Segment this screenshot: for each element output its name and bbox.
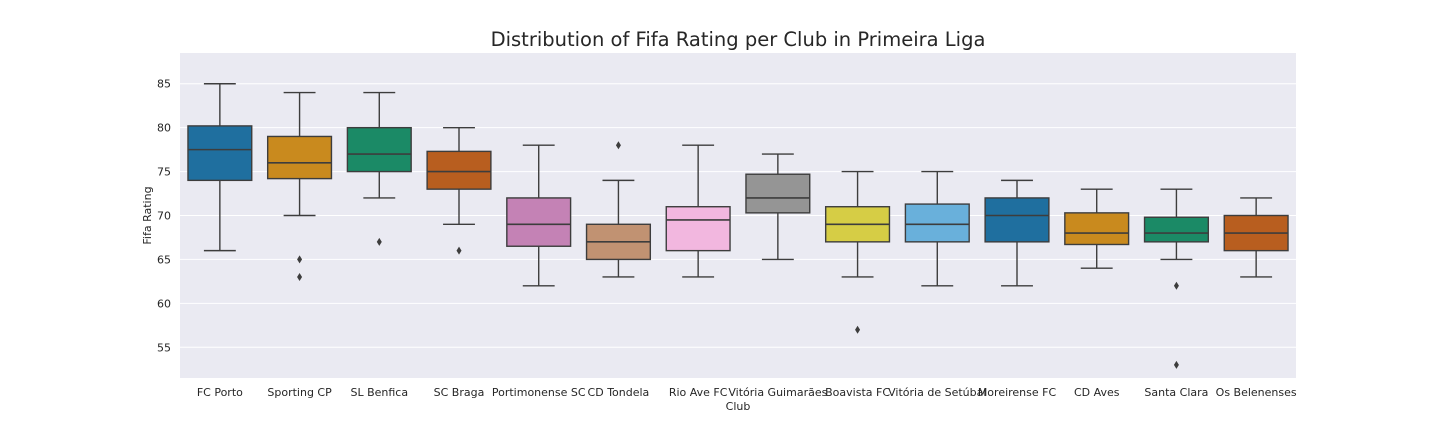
boxes-layer: [187, 83, 1289, 369]
x-axis-label: Club: [726, 400, 751, 413]
iqr-box: [506, 197, 572, 247]
box-sl-benfica: [346, 91, 412, 246]
x-tick-label: Boavista FC: [825, 386, 890, 399]
box-os-belenenses: [1223, 197, 1289, 278]
x-tick-label: CD Aves: [1074, 386, 1120, 399]
outlier-point: [615, 141, 621, 150]
box-sc-braga: [426, 126, 492, 255]
box-cd-tondela: [585, 141, 652, 278]
iqr-box: [904, 203, 970, 243]
box-santa-clara: [1143, 188, 1210, 369]
iqr-box: [187, 125, 253, 182]
outlier-point: [297, 272, 303, 281]
y-axis-label: Fifa Rating: [141, 186, 154, 244]
x-axis: FC Porto Sporting CP SL Benfica SC Braga Por…: [197, 386, 1297, 399]
y-tick-label: 70: [157, 210, 171, 223]
x-tick-label: Moreirense FC: [978, 386, 1057, 399]
y-tick-label: 75: [157, 166, 171, 179]
y-tick-label: 80: [157, 122, 171, 135]
outlier-point: [376, 237, 382, 246]
y-tick-label: 60: [157, 297, 171, 310]
box-vit-ria-de-set-bal: [904, 170, 970, 287]
y-tick-label: 85: [157, 78, 171, 91]
outlier-point: [456, 246, 462, 255]
iqr-box: [346, 126, 412, 173]
outlier-point: [1173, 281, 1179, 290]
x-tick-label: Vitória de Setúbal: [888, 386, 986, 399]
iqr-box: [266, 135, 333, 180]
box-moreirense-fc: [984, 179, 1050, 287]
iqr-box: [665, 206, 731, 252]
x-tick-label: CD Tondela: [588, 386, 650, 399]
chart-title: Distribution of Fifa Rating per Club in …: [491, 28, 986, 51]
box-sporting-cp: [266, 91, 333, 281]
box-cd-aves: [1064, 188, 1130, 269]
box-fc-porto: [187, 83, 253, 252]
x-tick-label: FC Porto: [197, 386, 243, 399]
outlier-point: [855, 325, 861, 334]
iqr-box: [1064, 212, 1130, 246]
x-tick-label: Rio Ave FC: [669, 386, 728, 399]
x-tick-label: Portimonense SC: [492, 386, 586, 399]
x-tick-label: Sporting CP: [267, 386, 332, 399]
iqr-box: [984, 197, 1050, 243]
box-vit-ria-guimar-es: [745, 153, 811, 261]
y-tick-label: 65: [157, 253, 171, 266]
x-tick-label: Vitória Guimarães: [728, 386, 827, 399]
y-tick-label: 55: [157, 341, 171, 354]
box-boavista-fc: [824, 170, 891, 334]
x-tick-label: SC Braga: [434, 386, 485, 399]
box-rio-ave-fc: [665, 144, 731, 278]
x-tick-label: Os Belenenses: [1216, 386, 1297, 399]
iqr-box: [426, 150, 492, 190]
x-tick-label: SL Benfica: [350, 386, 408, 399]
grid-lines: [180, 83, 1296, 348]
y-axis: 55 60 65 70 75 80 85: [157, 78, 171, 355]
box-portimonense-sc: [506, 144, 572, 287]
outlier-point: [297, 255, 303, 264]
iqr-box: [745, 173, 811, 214]
x-tick-label: Santa Clara: [1144, 386, 1208, 399]
iqr-box: [1143, 216, 1210, 243]
outlier-point: [1173, 360, 1179, 369]
